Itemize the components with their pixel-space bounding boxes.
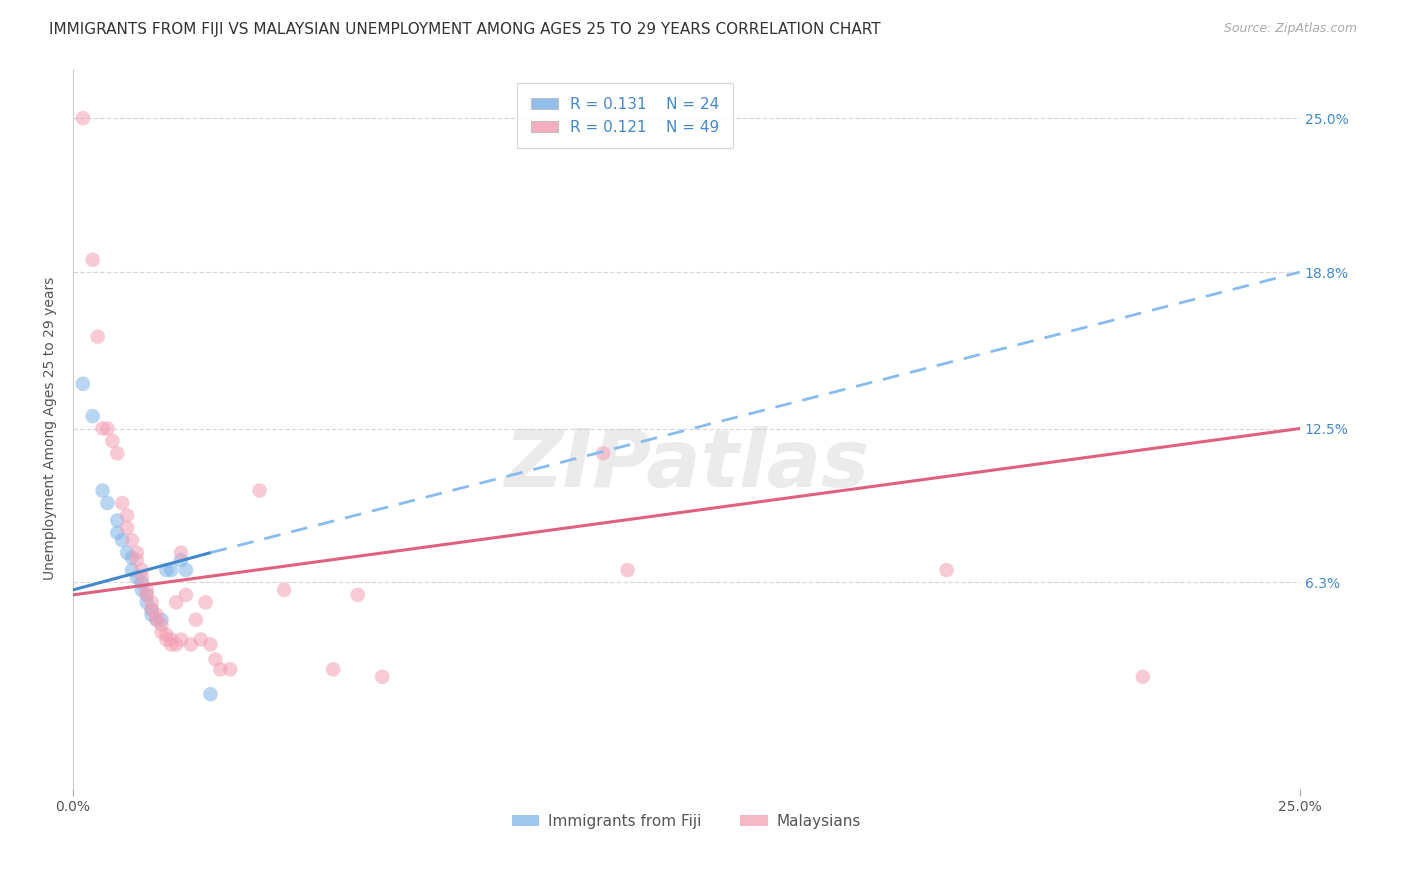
Point <box>121 533 143 548</box>
Y-axis label: Unemployment Among Ages 25 to 29 years: Unemployment Among Ages 25 to 29 years <box>44 277 58 580</box>
Point <box>184 613 207 627</box>
Point <box>155 563 177 577</box>
Point <box>105 525 128 540</box>
Point <box>165 595 187 609</box>
Point <box>200 687 222 701</box>
Point <box>115 508 138 523</box>
Point <box>105 446 128 460</box>
Point <box>131 575 153 590</box>
Point <box>105 513 128 527</box>
Point <box>91 483 114 498</box>
Point <box>82 252 104 267</box>
Point <box>125 570 148 584</box>
Point <box>72 111 94 125</box>
Point <box>190 632 212 647</box>
Point <box>115 546 138 560</box>
Point <box>371 670 394 684</box>
Point <box>96 496 118 510</box>
Point <box>935 563 957 577</box>
Point <box>165 638 187 652</box>
Point <box>160 632 183 647</box>
Point <box>111 496 134 510</box>
Point <box>150 617 173 632</box>
Point <box>322 662 344 676</box>
Point <box>180 638 202 652</box>
Point <box>174 588 197 602</box>
Point <box>155 627 177 641</box>
Point <box>135 588 157 602</box>
Point <box>160 563 183 577</box>
Point <box>1132 670 1154 684</box>
Point <box>86 329 108 343</box>
Point <box>273 582 295 597</box>
Point <box>72 376 94 391</box>
Point <box>145 613 167 627</box>
Point <box>170 546 193 560</box>
Point <box>82 409 104 423</box>
Point <box>170 553 193 567</box>
Point <box>204 652 226 666</box>
Point <box>135 582 157 597</box>
Point <box>121 563 143 577</box>
Point <box>115 521 138 535</box>
Point <box>219 662 242 676</box>
Point <box>131 570 153 584</box>
Point <box>200 638 222 652</box>
Point <box>141 603 163 617</box>
Point <box>135 588 157 602</box>
Point <box>150 613 173 627</box>
Point <box>121 550 143 565</box>
Point <box>96 421 118 435</box>
Point <box>111 533 134 548</box>
Point <box>131 582 153 597</box>
Point <box>616 563 638 577</box>
Legend: Immigrants from Fiji, Malaysians: Immigrants from Fiji, Malaysians <box>506 807 868 835</box>
Point <box>346 588 368 602</box>
Point <box>135 595 157 609</box>
Point <box>125 553 148 567</box>
Point <box>131 563 153 577</box>
Point <box>592 446 614 460</box>
Point <box>145 613 167 627</box>
Point <box>91 421 114 435</box>
Point <box>150 625 173 640</box>
Text: Source: ZipAtlas.com: Source: ZipAtlas.com <box>1223 22 1357 36</box>
Point <box>101 434 124 448</box>
Text: IMMIGRANTS FROM FIJI VS MALAYSIAN UNEMPLOYMENT AMONG AGES 25 TO 29 YEARS CORRELA: IMMIGRANTS FROM FIJI VS MALAYSIAN UNEMPL… <box>49 22 880 37</box>
Text: ZIPatlas: ZIPatlas <box>503 425 869 503</box>
Point <box>125 546 148 560</box>
Point <box>141 595 163 609</box>
Point <box>249 483 271 498</box>
Point <box>160 638 183 652</box>
Point <box>209 662 232 676</box>
Point <box>174 563 197 577</box>
Point <box>141 607 163 622</box>
Point <box>145 607 167 622</box>
Point <box>141 603 163 617</box>
Point <box>155 632 177 647</box>
Point <box>170 632 193 647</box>
Point <box>194 595 217 609</box>
